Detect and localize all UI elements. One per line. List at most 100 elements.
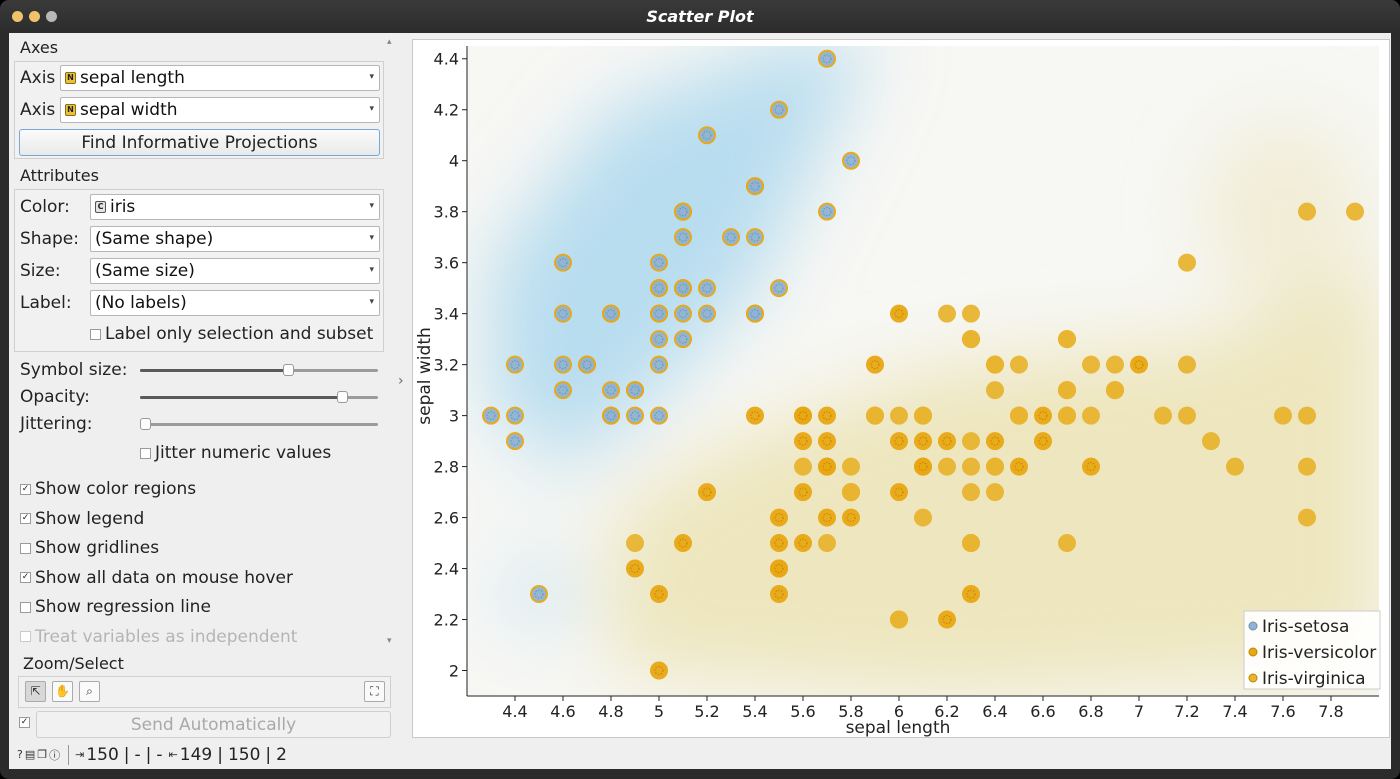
color-value: iris [110,197,136,217]
x-axis-combo[interactable]: N sepal length ▾ [60,65,380,91]
x-tick-label: 7.2 [1174,702,1199,721]
data-point-marker [534,589,544,599]
data-point-marker [630,385,640,395]
collapse-panel-icon[interactable]: › [398,373,404,389]
symbol-size-slider[interactable] [140,361,378,379]
y-axis-value: sepal width [80,100,178,120]
data-point [986,355,1004,374]
data-point [650,355,668,374]
x-axis-title: sepal length [846,718,951,737]
data-point-marker [894,309,904,319]
scatter-chart[interactable]: 4.4 4.6 4.8 5 5.2 5.4 5.6 5.8 6 6.2 6.4 6.6 6.8 7 7.2 7… [413,40,1389,738]
option-label: Show all data on mouse hover [35,567,293,588]
data-point [650,661,668,680]
data-point [1058,534,1076,553]
data-point [1106,355,1124,374]
scroll-up-icon[interactable]: ▴ [387,37,392,47]
y-axis-combo[interactable]: N sepal width ▾ [60,97,380,123]
checkbox-box[interactable] [140,447,151,459]
x-tick-label: 6 [894,702,904,721]
data-point [770,279,788,298]
data-point [1274,406,1292,425]
checkbox-box[interactable] [20,601,31,613]
data-point [818,406,836,425]
x-axis-label: Axis [20,68,56,88]
data-point [818,202,836,221]
option-checkbox-show-color-regions[interactable]: ✓ Show color regions [20,479,196,499]
checkbox-box[interactable]: ✓ [20,572,31,583]
checkbox-box[interactable] [90,328,101,340]
x-tick-label: 5.8 [838,702,863,721]
checkbox-box[interactable]: ✓ [20,483,31,495]
data-point-marker [798,411,808,421]
input-icon: ⇥ [75,748,85,761]
data-point [770,559,788,578]
copy-icon[interactable]: ❐ [37,748,48,761]
data-point [794,457,812,476]
data-point-marker [702,487,712,497]
data-point-marker [750,232,760,242]
jitter-numeric-label: Jitter numeric values [155,443,332,463]
option-checkbox-treat-variables-as-independent[interactable]: Treat variables as independent [20,627,297,647]
label-label: Label: [20,293,72,313]
separator-bar: | [123,744,130,765]
data-point-marker [942,436,952,446]
plot-area[interactable]: 4.4 4.6 4.8 5 5.2 5.4 5.6 5.8 6 6.2 6.4 6.6 6.8 7 7.2 7… [412,39,1390,738]
zoom-button[interactable]: ⌕ [79,681,100,702]
data-point-marker [558,385,568,395]
send-automatically-checkbox[interactable]: ✓ [19,717,34,728]
data-point-marker [654,334,664,344]
maximize-window-button[interactable] [46,11,57,22]
scroll-down-icon[interactable]: ▾ [387,636,392,646]
attributes-section-title: Attributes [20,166,99,185]
data-point [818,508,836,527]
reset-zoom-button[interactable]: ⛶ [364,681,385,702]
data-point [650,304,668,323]
data-point [890,610,908,629]
checkbox-box[interactable]: ✓ [20,513,31,524]
data-point-marker [894,436,904,446]
jitter-numeric-checkbox[interactable]: Jitter numeric values [140,443,331,463]
minimize-window-button[interactable] [29,11,40,22]
data-point [746,304,764,323]
option-checkbox-show-regression-line[interactable]: Show regression line [20,597,211,617]
shape-combo[interactable]: (Same shape) ▾ [90,226,380,252]
option-checkbox-show-legend[interactable]: ✓ Show legend [20,509,144,529]
chevron-down-icon: ▾ [369,233,374,243]
size-combo[interactable]: (Same size) ▾ [90,258,380,284]
chevron-down-icon: ▾ [369,297,374,307]
x-axis-value: sepal length [80,68,185,88]
checkbox-box[interactable] [20,542,31,554]
help-icon[interactable]: ? [17,748,23,761]
jittering-slider[interactable] [140,415,378,433]
option-checkbox-show-gridlines[interactable]: Show gridlines [20,538,159,558]
find-informative-projections-button[interactable]: Find Informative Projections [19,129,380,156]
info-icon[interactable]: ⓘ [49,748,61,762]
label-only-selection-checkbox[interactable]: Label only selection and subset [90,324,373,344]
pan-button[interactable]: ✋ [52,681,73,702]
slider-handle[interactable] [283,364,294,376]
data-point [842,483,860,502]
slider-track [140,423,378,426]
title-bar: Scatter Plot [0,0,1400,33]
slider-handle[interactable] [140,418,151,430]
y-tick-label: 2 [449,662,459,681]
slider-handle[interactable] [337,391,348,403]
data-point-marker [726,232,736,242]
data-point-marker [606,385,616,395]
report-icon[interactable]: ▤ [24,748,36,761]
label-combo[interactable]: (No labels) ▾ [90,290,380,316]
checkbox-box[interactable] [20,631,31,642]
close-window-button[interactable] [12,11,23,22]
opacity-slider[interactable] [140,388,378,406]
data-point-marker [1038,436,1048,446]
send-automatically-button[interactable]: Send Automatically [36,711,391,738]
data-point [722,228,740,247]
data-point-marker [678,207,688,217]
option-checkbox-show-all-data-on-mouse-hover[interactable]: ✓ Show all data on mouse hover [20,568,293,588]
data-points [482,49,1364,680]
color-combo[interactable]: C iris ▾ [90,194,380,220]
checkbox-box[interactable]: ✓ [19,717,30,728]
select-pointer-button[interactable]: ⇱ [25,681,46,702]
data-point-marker [774,105,784,115]
